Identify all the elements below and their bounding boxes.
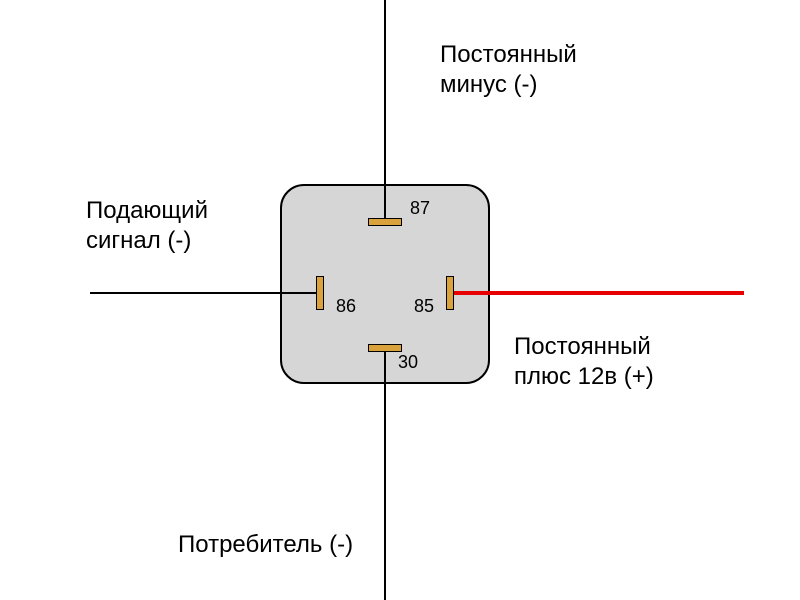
- label-right-line2: плюс 12в (+): [514, 363, 654, 390]
- pin-label-86: 86: [336, 296, 356, 317]
- pin-label-30: 30: [398, 352, 418, 373]
- pin-87: [368, 218, 402, 226]
- label-top: Постоянный минус (-): [440, 40, 577, 100]
- wire-right: [454, 291, 744, 295]
- pin-30: [368, 344, 402, 352]
- pin-label-87: 87: [410, 198, 430, 219]
- label-right-line1: Постоянный: [514, 333, 651, 360]
- pin-86: [316, 276, 324, 310]
- wire-top: [384, 0, 386, 218]
- label-left: Подающий сигнал (-): [86, 196, 208, 256]
- label-left-line2: сигнал (-): [86, 227, 191, 254]
- label-bottom: Потребитель (-): [178, 530, 353, 560]
- label-top-line2: минус (-): [440, 71, 538, 98]
- pin-85: [446, 276, 454, 310]
- label-left-line1: Подающий: [86, 197, 208, 224]
- pin-label-85: 85: [414, 296, 434, 317]
- label-top-line1: Постоянный: [440, 41, 577, 68]
- label-right: Постоянный плюс 12в (+): [514, 332, 654, 392]
- label-bottom-line1: Потребитель (-): [178, 531, 353, 558]
- wire-bottom: [384, 352, 386, 600]
- wire-left: [90, 292, 318, 294]
